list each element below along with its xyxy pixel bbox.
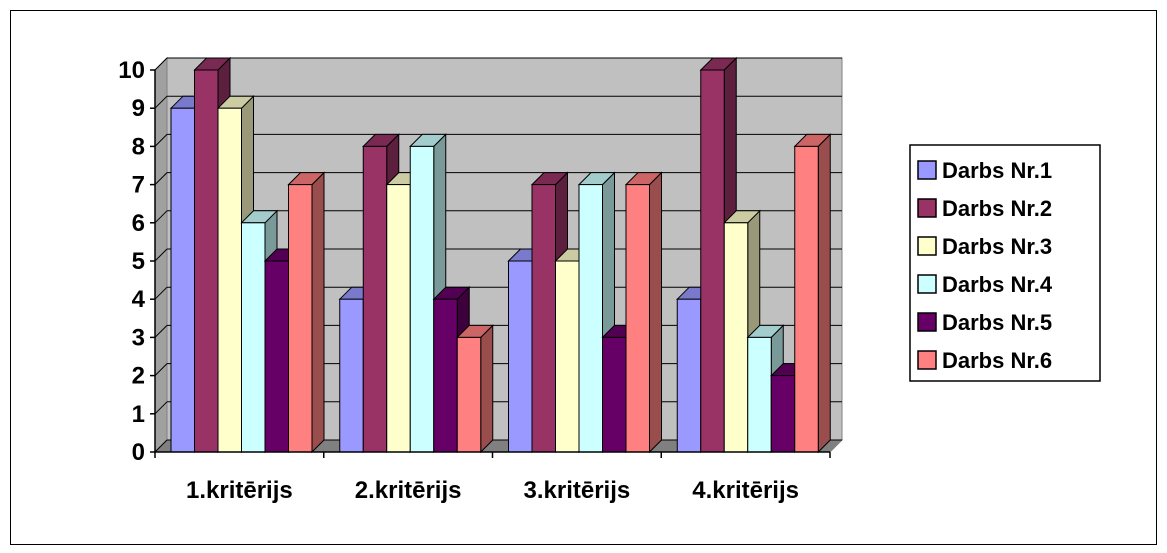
bar-front — [794, 145, 819, 453]
legend-box — [909, 144, 1101, 382]
bar-front — [456, 336, 482, 453]
bar-side — [649, 171, 662, 454]
bar-side — [817, 133, 831, 454]
gridline-side — [154, 401, 168, 415]
x-tick-labels: 1.kritērijs 2.kritērijs 3.kritērijs 4.kritē… — [186, 477, 799, 504]
bar-front — [578, 184, 603, 453]
x-tick-label: 3.kritērijs — [524, 477, 631, 504]
legend-label: Darbs Nr.5 — [942, 310, 1052, 335]
legend-swatch — [917, 198, 937, 218]
y-tick-label: 1 — [132, 401, 145, 428]
axes — [150, 69, 831, 458]
gridline-side — [154, 439, 168, 453]
bar-front — [508, 260, 533, 453]
bar — [793, 133, 832, 454]
y-tick-label: 8 — [132, 133, 145, 160]
y-tick-label: 3 — [132, 324, 145, 351]
bar-side — [480, 324, 494, 454]
gridline-side — [154, 210, 168, 224]
legend-label: Darbs Nr.2 — [942, 196, 1052, 221]
bar-side — [311, 171, 325, 454]
x-tick-label: 2.kritērijs — [355, 477, 462, 504]
bar-front — [723, 222, 749, 453]
bar-front — [288, 184, 313, 453]
bar-front — [433, 298, 458, 453]
legend-label: Darbs Nr.6 — [942, 348, 1052, 373]
y-tick-label: 7 — [132, 172, 145, 199]
bar-front — [676, 298, 702, 453]
gridline-side — [154, 57, 168, 71]
gridline-side — [154, 363, 168, 376]
y-tick-label: 2 — [132, 363, 145, 390]
y-tick-label: 0 — [132, 439, 145, 466]
bar — [287, 171, 326, 454]
gridline-side — [154, 172, 168, 185]
gridline-side — [154, 134, 168, 147]
y-tick-label: 4 — [132, 286, 146, 313]
y-tick-label: 5 — [132, 248, 145, 275]
gridline-side — [154, 286, 168, 300]
legend: Darbs Nr.1 Darbs Nr.2 Darbs Nr.3 Darbs Nr.4… — [909, 144, 1101, 382]
bar-front — [264, 260, 289, 453]
bar-front — [555, 260, 580, 453]
y-tick-label: 6 — [132, 210, 145, 237]
bar-front — [170, 107, 195, 453]
bar-front — [241, 222, 266, 453]
legend-swatch — [917, 236, 937, 256]
bar-front — [602, 336, 627, 453]
bar — [624, 171, 663, 454]
legend-swatch — [917, 160, 937, 180]
bars — [169, 56, 832, 454]
bar-front — [700, 69, 725, 453]
bar-front — [194, 69, 219, 453]
legend-swatch — [917, 274, 937, 294]
bar-front — [747, 336, 772, 453]
bar-front — [386, 184, 411, 453]
y-tick-label: 10 — [118, 57, 145, 84]
gridline-side — [154, 95, 168, 109]
bar-front — [339, 298, 364, 453]
x-tick-label: 4.kritērijs — [692, 477, 799, 504]
bar-front — [362, 145, 388, 453]
legend-swatch — [917, 350, 937, 370]
x-tick-label: 1.kritērijs — [186, 477, 293, 504]
bar-front — [625, 184, 650, 453]
legend-label: Darbs Nr.3 — [942, 234, 1052, 259]
bar-front — [217, 107, 242, 453]
y-tick-labels: 0 1 2 3 4 5 6 7 8 9 10 — [118, 57, 145, 466]
legend-label: Darbs Nr.4 — [942, 272, 1053, 297]
bar — [456, 324, 494, 454]
bar-front — [770, 375, 796, 453]
y-tick-label: 9 — [132, 95, 145, 122]
bar-front — [409, 145, 435, 453]
bar-front — [531, 184, 556, 453]
legend-swatch — [917, 312, 937, 332]
gridline-side — [154, 248, 168, 262]
legend-label: Darbs Nr.1 — [942, 158, 1052, 183]
gridline-side — [154, 325, 168, 338]
